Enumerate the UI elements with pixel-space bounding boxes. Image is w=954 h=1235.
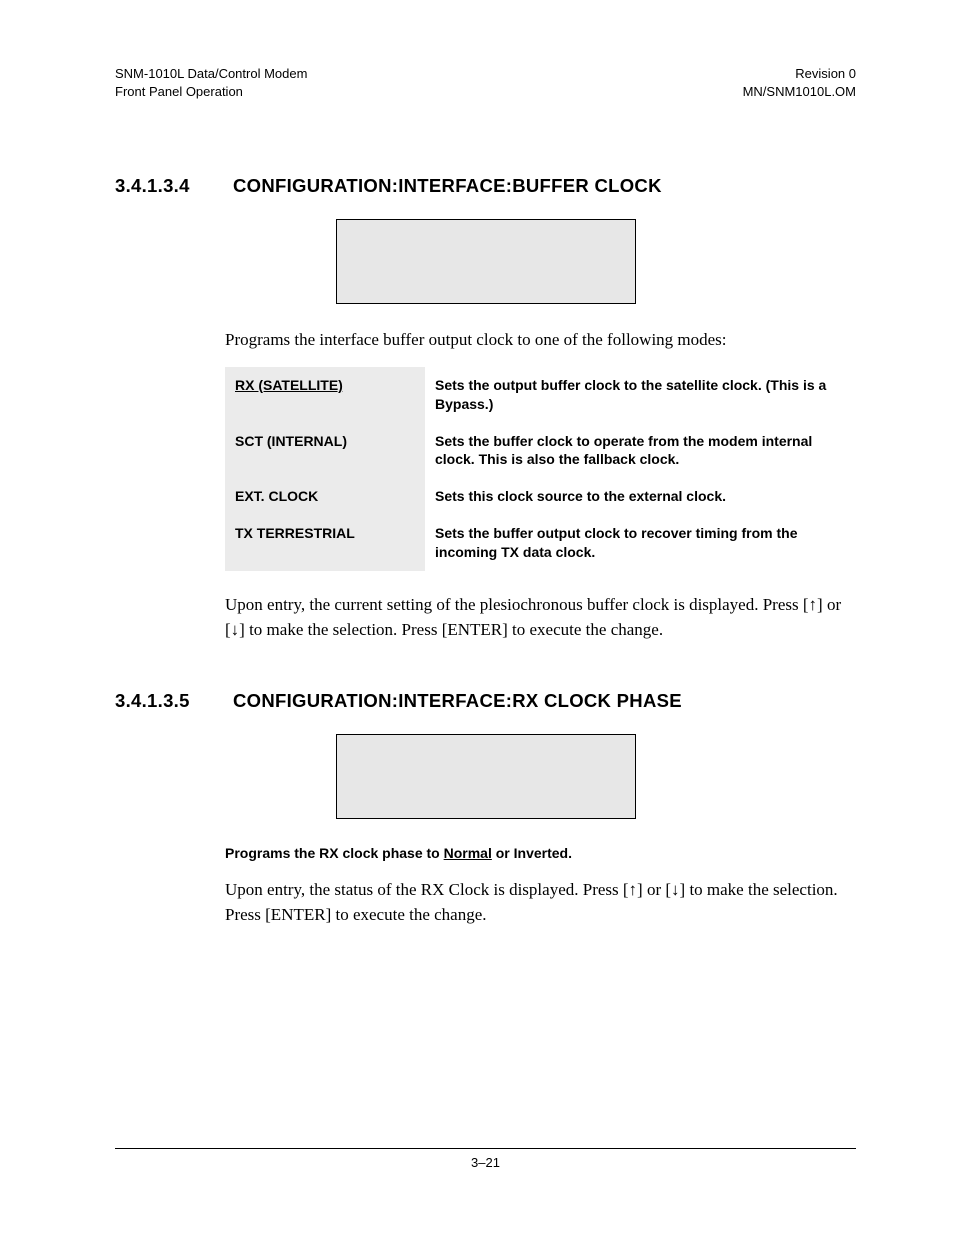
section-bold-line: Programs the RX clock phase to Normal or…: [225, 843, 856, 864]
lcd-display-box: [336, 734, 636, 819]
option-desc: Sets the output buffer clock to the sate…: [425, 367, 856, 423]
option-desc: Sets this clock source to the external c…: [425, 478, 856, 515]
bold-part-a: Programs the RX clock phase to: [225, 845, 444, 861]
table-row: EXT. CLOCK Sets this clock source to the…: [225, 478, 856, 515]
section-number: 3.4.1.3.4: [115, 175, 205, 197]
bold-part-b: or Inverted.: [492, 845, 572, 861]
down-arrow-icon: ↓: [231, 620, 240, 639]
section-rx-clock-phase: 3.4.1.3.5 CONFIGURATION:INTERFACE:RX CLO…: [115, 690, 856, 927]
up-arrow-icon: ↑: [809, 595, 818, 614]
option-name: RX (SATELLITE): [235, 377, 343, 393]
option-name: TX TERRESTRIAL: [235, 525, 355, 541]
section-outro: Upon entry, the status of the RX Clock i…: [225, 878, 856, 927]
outro-part-a: Upon entry, the status of the RX Clock i…: [225, 880, 629, 899]
outro-part-c: ] to make the selection. Press [ENTER] t…: [239, 620, 663, 639]
page-number: 3–21: [115, 1155, 856, 1170]
section-outro: Upon entry, the current setting of the p…: [225, 593, 856, 642]
table-row: TX TERRESTRIAL Sets the buffer output cl…: [225, 515, 856, 571]
section-title: CONFIGURATION:INTERFACE:BUFFER CLOCK: [233, 175, 662, 197]
header-left-line-1: SNM-1010L Data/Control Modem: [115, 65, 307, 83]
outro-part-a: Upon entry, the current setting of the p…: [225, 595, 809, 614]
header-right: Revision 0 MN/SNM1010L.OM: [743, 65, 856, 100]
section-heading: 3.4.1.3.5 CONFIGURATION:INTERFACE:RX CLO…: [115, 690, 856, 712]
section-intro: Programs the interface buffer output clo…: [225, 328, 856, 353]
option-name: EXT. CLOCK: [235, 488, 318, 504]
table-row: SCT (INTERNAL) Sets the buffer clock to …: [225, 423, 856, 479]
section-heading: 3.4.1.3.4 CONFIGURATION:INTERFACE:BUFFER…: [115, 175, 856, 197]
up-arrow-icon: ↑: [629, 880, 638, 899]
option-desc: Sets the buffer clock to operate from th…: [425, 423, 856, 479]
footer-rule: [115, 1148, 856, 1149]
header-left-line-2: Front Panel Operation: [115, 83, 307, 101]
page-header: SNM-1010L Data/Control Modem Front Panel…: [115, 65, 856, 100]
bold-underlined: Normal: [444, 845, 492, 861]
down-arrow-icon: ↓: [671, 880, 680, 899]
header-right-line-1: Revision 0: [743, 65, 856, 83]
outro-part-b: ] or [: [637, 880, 671, 899]
section-buffer-clock: 3.4.1.3.4 CONFIGURATION:INTERFACE:BUFFER…: [115, 175, 856, 642]
section-title: CONFIGURATION:INTERFACE:RX CLOCK PHASE: [233, 690, 682, 712]
header-right-line-2: MN/SNM1010L.OM: [743, 83, 856, 101]
option-desc: Sets the buffer output clock to recover …: [425, 515, 856, 571]
section-number: 3.4.1.3.5: [115, 690, 205, 712]
lcd-display-box: [336, 219, 636, 304]
header-left: SNM-1010L Data/Control Modem Front Panel…: [115, 65, 307, 100]
page-footer: 3–21: [115, 1148, 856, 1170]
table-row: RX (SATELLITE) Sets the output buffer cl…: [225, 367, 856, 423]
option-name: SCT (INTERNAL): [235, 433, 347, 449]
options-table: RX (SATELLITE) Sets the output buffer cl…: [225, 367, 856, 571]
